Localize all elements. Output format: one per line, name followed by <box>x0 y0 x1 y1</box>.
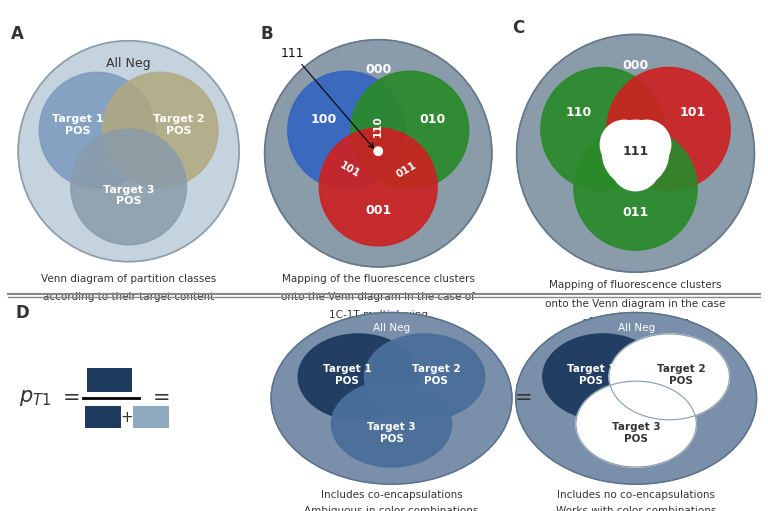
Text: C: C <box>512 19 525 37</box>
Text: 110: 110 <box>373 115 383 137</box>
Circle shape <box>607 67 730 191</box>
Circle shape <box>39 73 155 188</box>
Text: All Neg: All Neg <box>106 57 151 71</box>
Text: D: D <box>15 305 29 322</box>
Text: 110: 110 <box>565 106 591 119</box>
Text: +: + <box>121 410 133 425</box>
Text: Target 2
POS: Target 2 POS <box>657 364 705 385</box>
Text: according to their target content: according to their target content <box>43 292 214 302</box>
Text: 000: 000 <box>365 63 392 76</box>
Text: onto the Venn diagram in the case: onto the Venn diagram in the case <box>545 298 726 309</box>
Circle shape <box>374 147 382 155</box>
Text: All Neg: All Neg <box>617 323 654 333</box>
Text: 010: 010 <box>420 113 446 126</box>
Circle shape <box>574 127 697 250</box>
Text: Mapping of the fluorescence clusters: Mapping of the fluorescence clusters <box>282 274 475 284</box>
Circle shape <box>331 381 452 467</box>
Text: Venn diagram of partition classes: Venn diagram of partition classes <box>41 274 217 284</box>
Text: $p_{T1}$: $p_{T1}$ <box>19 388 51 408</box>
Text: Includes no co-encapsulations: Includes no co-encapsulations <box>557 490 715 500</box>
Circle shape <box>515 312 756 484</box>
Text: of color combination: of color combination <box>582 317 689 327</box>
Text: 000: 000 <box>622 59 649 72</box>
Text: Ambiguous in color combinations: Ambiguous in color combinations <box>304 506 478 511</box>
Text: Mapping of fluorescence clusters: Mapping of fluorescence clusters <box>549 280 722 290</box>
Bar <box>87 368 132 392</box>
Text: All Neg: All Neg <box>373 323 410 333</box>
Text: =: = <box>153 388 170 408</box>
Text: 100: 100 <box>310 113 336 126</box>
Circle shape <box>609 334 730 420</box>
Text: 111: 111 <box>622 145 649 157</box>
Text: =: = <box>63 388 81 408</box>
Text: Includes co-encapsulations: Includes co-encapsulations <box>321 490 462 500</box>
Ellipse shape <box>18 41 239 262</box>
Text: 101: 101 <box>338 160 362 180</box>
Circle shape <box>365 334 485 420</box>
Bar <box>134 406 170 428</box>
Text: 011: 011 <box>622 206 649 219</box>
Text: Target 1
POS: Target 1 POS <box>323 364 371 385</box>
Text: Target 3
POS: Target 3 POS <box>612 422 660 444</box>
Circle shape <box>271 312 512 484</box>
Circle shape <box>298 334 419 420</box>
Circle shape <box>351 71 468 189</box>
Circle shape <box>611 142 660 191</box>
Text: Target 3
POS: Target 3 POS <box>103 184 154 206</box>
Text: 011: 011 <box>395 160 419 180</box>
Circle shape <box>601 120 649 169</box>
Text: Target 2
POS: Target 2 POS <box>412 364 461 385</box>
Text: Target 1
POS: Target 1 POS <box>52 114 104 136</box>
Text: 101: 101 <box>680 106 706 119</box>
Text: Target 2
POS: Target 2 POS <box>154 114 205 136</box>
Text: =: = <box>515 388 532 408</box>
Text: onto the Venn diagram in the case of: onto the Venn diagram in the case of <box>281 292 475 302</box>
Circle shape <box>288 71 406 189</box>
Circle shape <box>517 34 754 272</box>
Circle shape <box>319 128 437 246</box>
Circle shape <box>541 67 664 191</box>
Text: Target 3
POS: Target 3 POS <box>367 422 415 444</box>
Circle shape <box>543 334 664 420</box>
Text: 1C-1T multiplexing: 1C-1T multiplexing <box>329 310 428 320</box>
Circle shape <box>603 120 668 187</box>
Circle shape <box>71 129 187 245</box>
Text: 111: 111 <box>280 47 373 148</box>
Text: A: A <box>11 25 24 43</box>
Circle shape <box>102 73 218 188</box>
Text: 001: 001 <box>365 203 392 217</box>
Text: Works with color combinations: Works with color combinations <box>556 506 717 511</box>
Text: B: B <box>260 25 273 43</box>
Circle shape <box>265 40 492 267</box>
Text: Target 1
POS: Target 1 POS <box>567 364 616 385</box>
Circle shape <box>576 381 697 467</box>
Bar <box>85 406 121 428</box>
Circle shape <box>622 120 670 169</box>
